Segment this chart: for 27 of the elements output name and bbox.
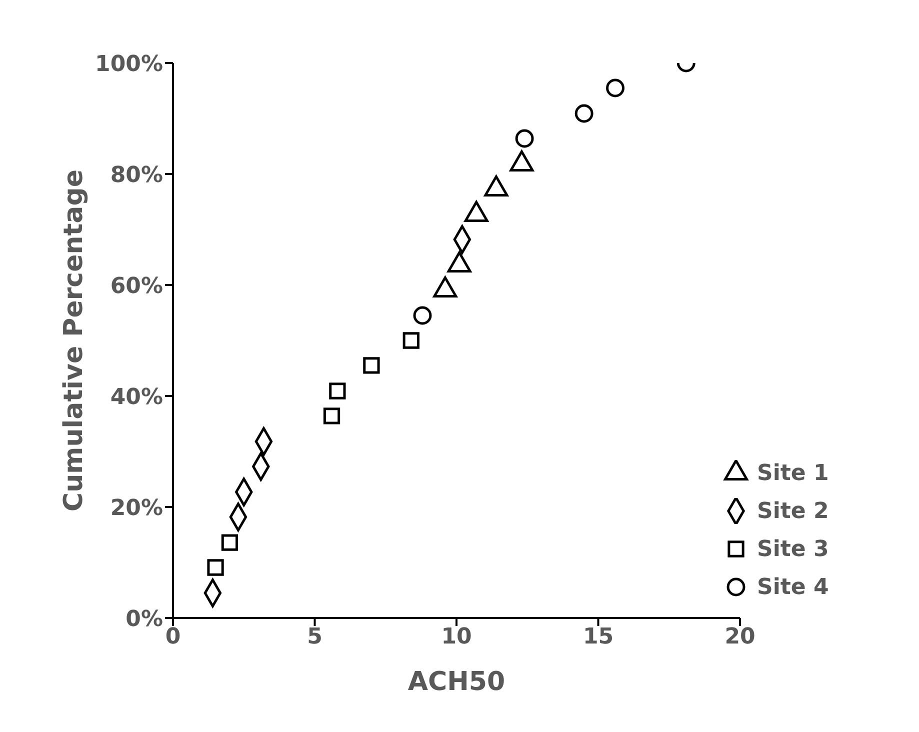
x-axis-title: ACH50 [408, 667, 506, 697]
point [323, 408, 340, 424]
x-tick-label: 0 [165, 624, 181, 650]
y-tick-label: 0% [126, 606, 163, 632]
y-tick-label: 40% [110, 384, 163, 410]
point [221, 534, 238, 551]
legend-label: Site 4 [757, 574, 829, 600]
x-tick-label: 5 [307, 624, 322, 650]
point [413, 306, 432, 325]
point [329, 382, 346, 400]
point [402, 332, 420, 349]
x-tick-label: 15 [582, 624, 614, 650]
legend-label: Site 2 [757, 498, 829, 524]
point [606, 78, 624, 98]
legend-label: Site 1 [757, 460, 829, 486]
point [574, 104, 594, 123]
point [515, 129, 534, 148]
x-tick-label: 20 [724, 624, 756, 650]
x-tick-label: 10 [441, 624, 472, 650]
legend-label: Site 3 [757, 536, 829, 562]
y-tick-label: 80% [110, 162, 163, 188]
y-tick-label: 100% [95, 52, 163, 77]
y-tick-label: 20% [110, 496, 163, 521]
y-axis-title: Cumulative Percentage [59, 170, 90, 512]
y-tick-label: 60% [110, 274, 163, 299]
point [363, 357, 380, 374]
point [207, 559, 224, 576]
